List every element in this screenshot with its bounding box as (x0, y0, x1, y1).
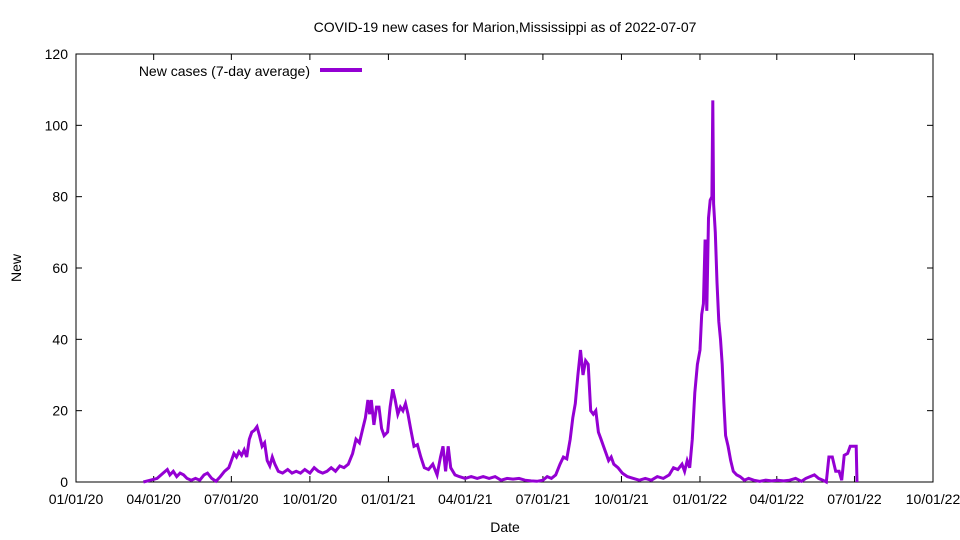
x-tick-labels: 01/01/20 04/01/20 07/01/20 10/01/20 01/01/21… (49, 491, 960, 507)
series-layer (143, 100, 859, 485)
y-tick-label: 80 (52, 189, 68, 205)
x-tick-label: 10/01/20 (283, 491, 338, 507)
tick-marks (75, 53, 934, 483)
x-tick-label: 01/01/21 (361, 491, 416, 507)
x-tick-label: 07/01/22 (827, 491, 882, 507)
x-tick-label: 04/01/20 (126, 491, 181, 507)
y-tick-label: 40 (52, 331, 68, 347)
x-tick-label: 01/01/22 (673, 491, 728, 507)
x-tick-label: 01/01/20 (49, 491, 104, 507)
y-tick-label: 120 (45, 46, 69, 62)
chart-title: COVID-19 new cases for Marion,Mississipp… (314, 19, 697, 35)
plot-frame (75, 53, 934, 483)
x-tick-label: 04/01/22 (750, 491, 805, 507)
y-tick-label: 20 (52, 403, 68, 419)
legend-label: New cases (7-day average) (139, 63, 310, 79)
x-tick-label: 07/01/20 (204, 491, 259, 507)
x-tick-label: 10/01/21 (594, 491, 649, 507)
x-axis-label: Date (490, 519, 520, 535)
x-tick-label: 04/01/21 (438, 491, 493, 507)
y-tick-label: 60 (52, 260, 68, 276)
series-line (143, 100, 859, 485)
y-tick-label: 100 (45, 117, 69, 133)
y-tick-labels: 0 20 40 60 80 100 120 (45, 46, 69, 490)
legend: New cases (7-day average) (139, 63, 362, 79)
y-axis-label: New (8, 253, 24, 282)
x-tick-label: 07/01/21 (516, 491, 571, 507)
y-tick-label: 0 (60, 474, 68, 490)
axes (75, 53, 934, 483)
x-tick-label: 10/01/22 (906, 491, 960, 507)
